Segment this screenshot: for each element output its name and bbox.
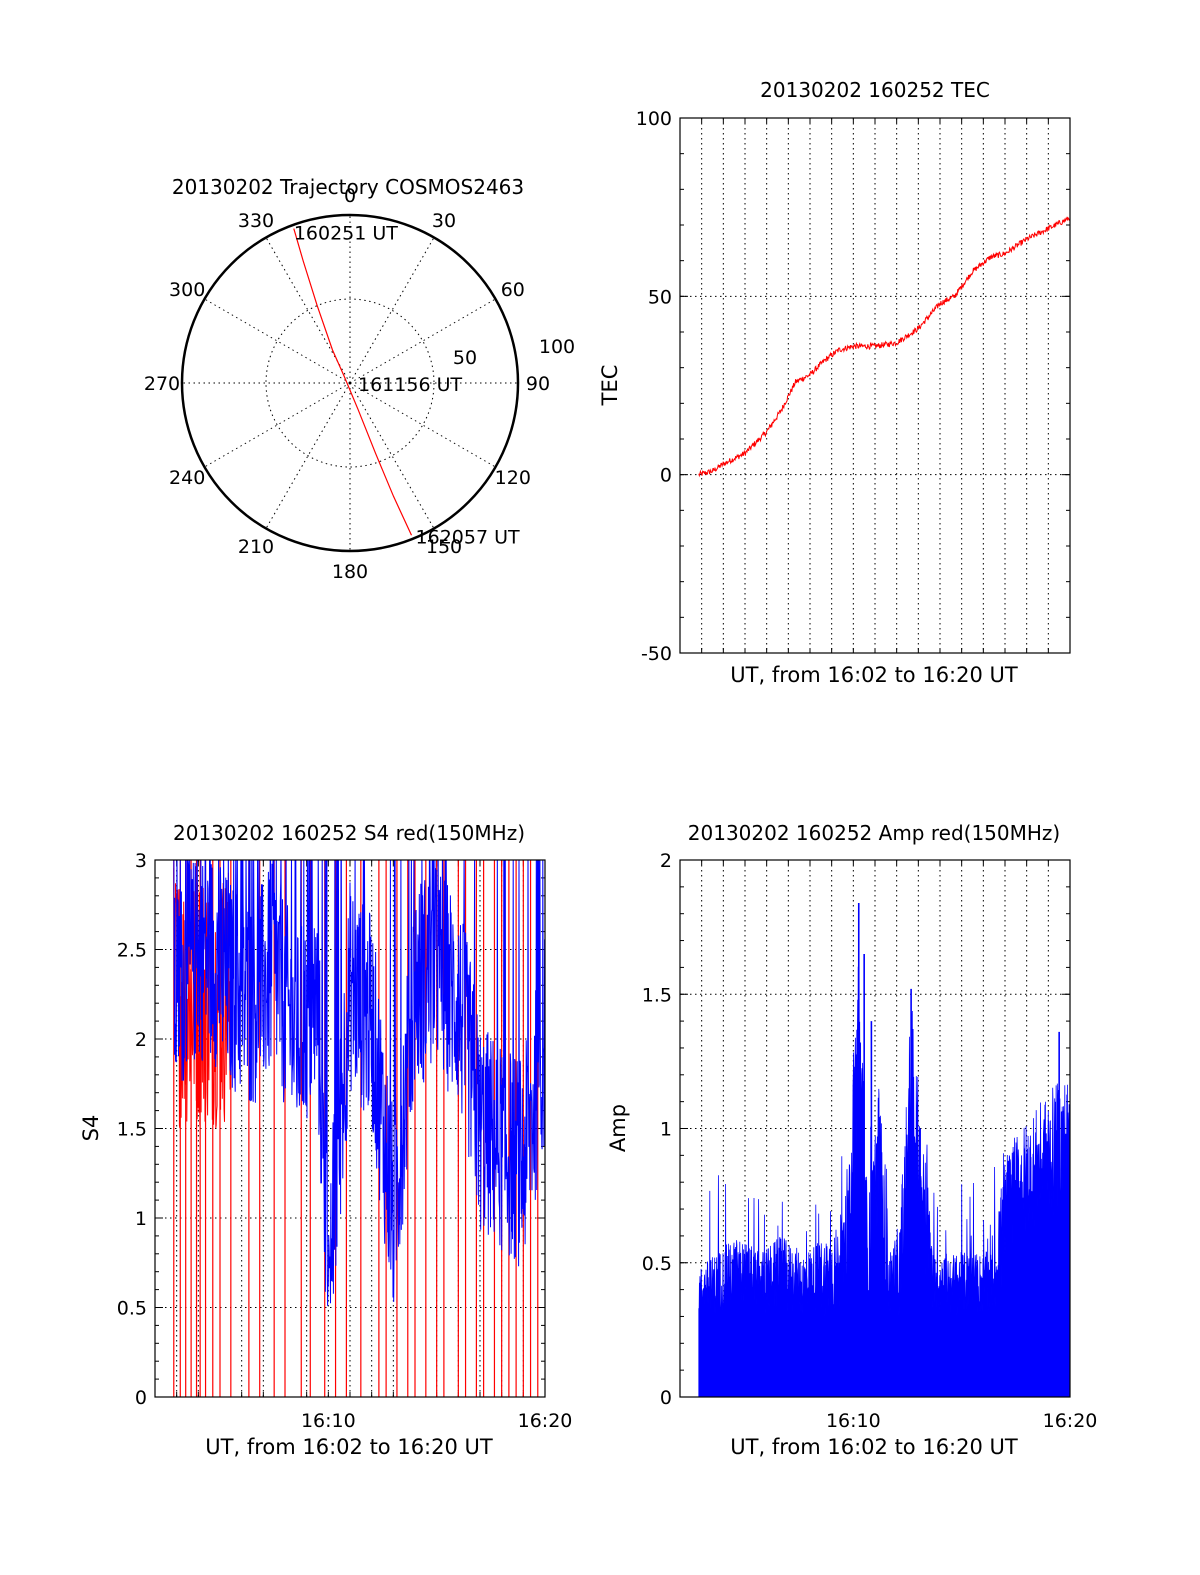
polar-trajectory-panel: 20130202 Trajectory COSMOS2463 0 30 60 90 12… — [144, 175, 575, 583]
s4-xlabel: UT, from 16:02 to 16:20 UT — [205, 1435, 493, 1459]
amp-title: 20130202 160252 Amp red(150MHz) — [688, 821, 1060, 845]
polar-track — [293, 228, 413, 536]
y-tick-label: 1 — [135, 1208, 147, 1230]
amp-series — [698, 902, 1071, 1398]
polar-azimuth-label: 150 — [426, 536, 462, 558]
x-tick-label: 16:10 — [826, 1410, 881, 1432]
polar-horizon-circle — [180, 213, 520, 553]
y-tick-label: 1.5 — [117, 1119, 147, 1141]
amp-xlabel: UT, from 16:02 to 16:20 UT — [730, 1435, 1018, 1459]
polar-time-annotation: 162057 UT — [416, 526, 520, 548]
y-tick-label: 1.5 — [642, 984, 672, 1006]
s4-y-ticks: 3 2.5 2 1.5 1 0.5 0 — [117, 850, 545, 1409]
polar-track-line — [293, 228, 413, 536]
polar-azimuth-label: 90 — [526, 373, 550, 395]
s4-title: 20130202 160252 S4 red(150MHz) — [173, 821, 525, 845]
y-tick-label: -50 — [641, 643, 672, 665]
s4-x-ticks: 16:10 16:20 — [301, 1410, 572, 1432]
tec-line — [698, 216, 1071, 478]
polar-azimuth-label: 330 — [238, 210, 274, 232]
s4-ylabel: S4 — [79, 1115, 103, 1142]
y-tick-label: 1 — [660, 1119, 672, 1141]
tec-frame — [679, 117, 1071, 654]
polar-azimuth-label: 120 — [495, 467, 531, 489]
amp-ylabel: Amp — [606, 1104, 630, 1152]
x-tick-label: 16:20 — [518, 1410, 573, 1432]
y-tick-label: 50 — [648, 286, 672, 308]
y-tick-label: 0 — [135, 1387, 147, 1409]
polar-azimuth-label: 270 — [144, 373, 180, 395]
polar-annotations: 160251 UT 161156 UT 162057 UT — [294, 223, 520, 549]
s4-series — [173, 860, 545, 1397]
x-tick-label: 16:10 — [301, 1410, 356, 1432]
polar-azimuth-label: 240 — [169, 467, 205, 489]
tec-ylabel: TEC — [598, 365, 622, 407]
polar-spoke — [349, 237, 435, 384]
polar-spoke — [349, 382, 435, 529]
amp-y-ticks: 2 1.5 1 0.5 0 — [642, 850, 1070, 1409]
polar-azimuth-label: 30 — [432, 210, 456, 232]
tec-series — [698, 216, 1071, 478]
y-tick-label: 2.5 — [117, 940, 147, 962]
polar-azimuth-label: 300 — [169, 279, 205, 301]
y-tick-label: 100 — [636, 108, 672, 130]
polar-spoke — [204, 382, 351, 468]
polar-spoke — [204, 298, 351, 384]
polar-time-annotation: 161156 UT — [358, 374, 462, 396]
polar-ring-50 — [265, 298, 435, 468]
amp-area — [698, 966, 1071, 1398]
y-tick-label: 0 — [660, 1387, 672, 1409]
y-tick-label: 0 — [660, 465, 672, 487]
polar-azimuth-label: 210 — [238, 536, 274, 558]
y-tick-label: 2 — [660, 850, 672, 872]
polar-grid — [182, 215, 518, 551]
amp-frame — [679, 859, 1071, 1398]
polar-radial-labels: 50 100 — [453, 336, 575, 369]
y-tick-label: 3 — [135, 850, 147, 872]
polar-azimuth-label: 60 — [501, 279, 525, 301]
tec-xlabel: UT, from 16:02 to 16:20 UT — [730, 663, 1018, 687]
tec-grid — [680, 118, 1070, 653]
y-tick-label: 0.5 — [642, 1253, 672, 1275]
polar-spoke — [349, 298, 496, 384]
s4-panel: 20130202 160252 S4 red(150MHz) 3 2.5 2 1.5 1… — [79, 821, 572, 1459]
polar-title: 20130202 Trajectory COSMOS2463 — [172, 175, 524, 199]
polar-spoke — [349, 382, 496, 468]
y-tick-label: 0.5 — [117, 1298, 147, 1320]
polar-radial-label: 100 — [539, 336, 575, 358]
polar-radial-label: 50 — [453, 347, 477, 369]
polar-azimuth-label: 180 — [332, 561, 368, 583]
s4-frame — [154, 859, 546, 1398]
tec-title: 20130202 160252 TEC — [760, 78, 990, 102]
polar-azimuth-labels: 0 30 60 90 120 150 180 210 240 270 300 330 — [144, 185, 550, 583]
amp-panel: 20130202 160252 Amp red(150MHz) 2 1.5 1 0.5… — [606, 821, 1097, 1459]
s4-blue-line — [173, 860, 545, 1306]
tec-y-ticks: 100 50 0 -50 — [636, 108, 1070, 665]
amp-x-ticks: 16:10 16:20 — [826, 1410, 1097, 1432]
s4-plot-area — [173, 860, 545, 1397]
tec-panel: 20130202 160252 TEC 100 50 0 -50 TEC UT, fr… — [598, 78, 1071, 687]
x-tick-label: 16:20 — [1043, 1410, 1098, 1432]
polar-time-annotation: 160251 UT — [294, 223, 398, 245]
polar-spoke — [265, 237, 351, 384]
y-tick-label: 2 — [135, 1029, 147, 1051]
polar-azimuth-label: 0 — [344, 185, 356, 207]
